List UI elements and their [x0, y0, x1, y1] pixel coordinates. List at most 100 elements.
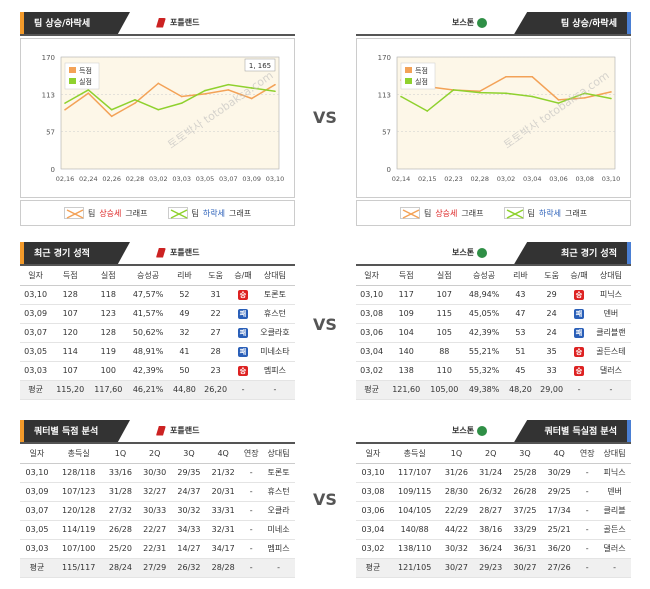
- team-name-left: 포틀랜드: [156, 12, 199, 34]
- table-cell: 45: [504, 361, 537, 381]
- table-cell: 55,21%: [463, 342, 505, 362]
- table-cell: 17/34: [542, 501, 577, 521]
- table-cell: -: [254, 380, 295, 400]
- x-tick-label: 03,05: [196, 175, 215, 183]
- table-header-row: 일자 총득실 1Q 2Q 3Q 4Q 연장 상대팀: [356, 444, 631, 464]
- table-cell: 26/32: [473, 482, 508, 502]
- table-cell: 24: [536, 304, 568, 324]
- tab-divider: [20, 442, 295, 444]
- recent-table-left: 일자 득점 실점 승성공 리바 도움 승/패 상대팀 03,10 128 118 47,57% 52 31…: [20, 266, 295, 400]
- table-row: 03,05 114/119 26/28 22/27 34/33 32/31- 미네소: [20, 520, 295, 540]
- table-cell: 115,20: [51, 380, 90, 400]
- column-header: 3Q: [507, 444, 543, 464]
- series-line-scored: [64, 82, 276, 118]
- table-cell: -: [590, 380, 631, 400]
- column-header: 상대팀: [598, 444, 631, 464]
- table-cell: 03,04: [356, 520, 390, 540]
- column-header: 총득실: [54, 444, 104, 464]
- table-cell: 28/27: [473, 501, 508, 521]
- table-cell: 03,05: [20, 342, 52, 362]
- column-header: 도움: [536, 266, 568, 286]
- table-cell: 03,08: [356, 482, 390, 502]
- table-cell: 115: [425, 304, 464, 324]
- table-cell: 03,09: [20, 304, 52, 324]
- data-point: [583, 97, 586, 99]
- table-cell: -: [567, 380, 591, 400]
- team-name-right: 보스톤: [452, 12, 491, 34]
- table-cell: 49: [168, 304, 201, 324]
- column-header: 상대팀: [590, 266, 631, 286]
- table-cell: 피닉스: [590, 285, 631, 305]
- loss-badge: 패: [574, 327, 585, 338]
- data-point: [64, 102, 66, 104]
- vs-label-3: VS: [313, 490, 337, 509]
- trend-chart-left: 170 113 57 0 02,16 02,24 02,26 02,28 03,02 03,03 0…: [20, 38, 295, 198]
- table-cell: 36/24: [473, 539, 508, 559]
- table-cell: 31/24: [473, 463, 508, 483]
- table-cell: -: [576, 482, 599, 502]
- data-point: [227, 89, 230, 91]
- x-tick-label: 02,23: [444, 175, 463, 183]
- table-cell: 120/128: [54, 501, 104, 521]
- table-row: 03,02 138/110 30/32 36/24 36/31 36/20- 댈러스: [356, 539, 631, 559]
- win-badge: 승: [574, 289, 585, 300]
- y-tick-label: 170: [378, 54, 391, 62]
- legend-rise-word: 상승세: [435, 208, 458, 218]
- average-row: 평균 121,60 105,00 49,38% 48,20 29,00- -: [356, 380, 631, 400]
- table-cell: 114: [51, 342, 90, 362]
- legend-rise-word: 상승세: [99, 208, 122, 218]
- table-cell: 27/29: [137, 558, 172, 578]
- loss-badge: 패: [238, 327, 249, 338]
- table-cell: 128: [51, 285, 90, 305]
- table-cell: 22/29: [439, 501, 474, 521]
- table-cell: 27: [200, 323, 232, 343]
- data-point: [134, 99, 136, 101]
- table-cell: 덴버: [598, 482, 631, 502]
- data-point: [250, 87, 253, 89]
- legend-swatch: [69, 78, 76, 84]
- table-cell: 48,91%: [127, 342, 169, 362]
- table-row: 03,08 109 115 45,05% 47 24 패 덴버: [356, 304, 631, 324]
- trend-title-right: 팀 상승/하락세: [513, 12, 631, 36]
- recent-title-left: 최근 경기 성적: [20, 242, 130, 266]
- table-cell: 28: [200, 342, 232, 362]
- column-header: 총득실: [390, 444, 440, 464]
- table-cell: 03,10: [356, 285, 388, 305]
- table-cell: 107: [51, 304, 90, 324]
- table-cell: -: [576, 463, 599, 483]
- table-cell: 47: [504, 304, 537, 324]
- column-header: 도움: [200, 266, 232, 286]
- recent-table-right: 일자 득점 실점 승성공 리바 도움 승/패 상대팀 03,10 117 107 48,94% 43 29…: [356, 266, 631, 400]
- legend-fall-word: 하락세: [202, 208, 225, 218]
- legend-suffix: 그래프: [228, 208, 252, 218]
- average-row: 평균 121/105 30/27 29/23 30/27 27/26- -: [356, 558, 631, 578]
- table-cell: 35: [536, 342, 568, 362]
- data-point: [157, 82, 160, 85]
- table-cell: 32/27: [137, 482, 172, 502]
- table-cell: -: [240, 463, 263, 483]
- recent-tabbar-right: 보스톤 최근 경기 성적: [356, 242, 631, 266]
- legend-prefix: 팀: [527, 208, 535, 218]
- trend-title-left: 팀 상승/하락세: [20, 12, 130, 36]
- data-point: [180, 102, 183, 104]
- portland-logo-icon: [156, 425, 166, 436]
- data-point: [583, 92, 586, 95]
- tooltip-text: 1, 165: [249, 62, 271, 70]
- quarter-panel-right: 보스톤 쿼터별 득실점 분석 일자 총득실 1Q 2Q 3Q 4Q 연장 상대팀 03,10 11…: [356, 420, 631, 580]
- y-tick-label: 113: [378, 92, 391, 100]
- table-cell: 30/30: [137, 463, 172, 483]
- table-cell: 45,05%: [463, 304, 505, 324]
- data-point: [478, 90, 481, 93]
- column-header: 연장: [576, 444, 599, 464]
- column-header: 연장: [240, 444, 263, 464]
- table-cell: 03,05: [20, 520, 54, 540]
- y-tick-label: 0: [51, 166, 55, 174]
- table-cell: 29/35: [171, 463, 207, 483]
- table-cell: 오클라호: [254, 323, 295, 343]
- legend-prefix: 팀: [87, 208, 96, 218]
- boston-logo-icon: [476, 425, 487, 436]
- trend-tabbar-left: 팀 상승/하락세 포틀랜드: [20, 12, 295, 36]
- result-cell: 패: [231, 304, 255, 324]
- average-row: 평균 115,20 117,60 46,21% 44,80 26,20- -: [20, 380, 295, 400]
